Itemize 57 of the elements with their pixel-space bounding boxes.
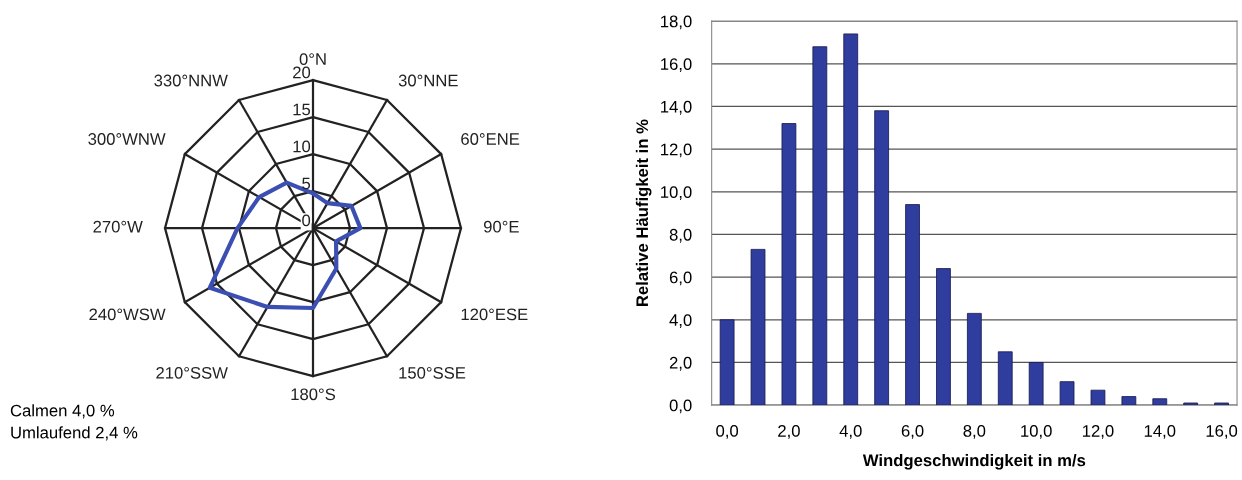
y-tick-label: 0,0 [669,399,692,414]
bar [719,319,735,406]
bar [874,110,890,406]
x-axis-title: Windgeschwindigkeit in m/s [862,453,1086,470]
bar [1028,362,1044,406]
spoke-label: 120°ESE [461,308,528,321]
spoke-label: 270°W [93,220,143,233]
spoke-label: 330°NNW [154,74,228,87]
spoke-label: 300°WNW [88,133,166,145]
x-tick-label: 16,0 [1206,425,1238,439]
spoke-label: 180°S [291,388,336,401]
y-tick-label: 20 [293,66,311,79]
spoke-label: 60°ENE [461,133,520,145]
y-tick-label: 15 [293,103,311,116]
y-tick-label: 4,0 [669,314,692,328]
spoke-label: 30°NNE [398,74,458,87]
bar [1152,398,1168,406]
x-tick-label: 14,0 [1144,425,1176,439]
bar [750,248,766,406]
bar [1121,396,1137,406]
y-tick-label: 16,0 [661,58,692,72]
spoke-label: 210°SSW [156,366,228,379]
spoke-label: 90°E [483,220,519,233]
x-tick-label: 4,0 [839,425,862,439]
bar [1214,402,1229,406]
y-tick-label: 2,0 [669,356,692,371]
x-tick-label: 6,0 [901,425,924,439]
y-tick-label: 14,0 [661,100,692,115]
y-tick-label: 18,0 [661,15,692,30]
bar [843,33,859,406]
bar [1090,389,1106,406]
spoke-label: 150°SSE [399,366,466,379]
y-tick-label: 5 [302,177,311,190]
bar [1059,381,1075,406]
y-axis-title: Relative Häufigkeit in % [635,119,652,307]
spoke-label: 240°WSW [89,308,166,321]
x-tick-label: 0,0 [716,425,739,439]
bar [905,204,920,406]
bar [936,268,951,406]
bar [997,351,1013,406]
x-tick-label: 12,0 [1083,425,1114,439]
x-tick-label: 10,0 [1021,425,1052,439]
text: Calmen 4,0 % [10,404,115,419]
y-tick-label: 12,0 [661,143,692,158]
text: Umlaufend 2,4 % [11,426,138,441]
bar [781,123,797,406]
y-tick-label: 10 [293,140,311,153]
y-tick-label: 8,0 [669,228,692,243]
bar [966,312,982,406]
x-tick-label: 8,0 [963,425,986,439]
bar [812,46,828,406]
bar [1183,402,1199,406]
spoke-label: 0°N [299,53,326,66]
x-tick-label: 2,0 [778,425,800,439]
y-tick-label: 0 [302,214,311,227]
y-tick-label: 10,0 [661,186,692,200]
y-tick-label: 6,0 [669,271,692,286]
